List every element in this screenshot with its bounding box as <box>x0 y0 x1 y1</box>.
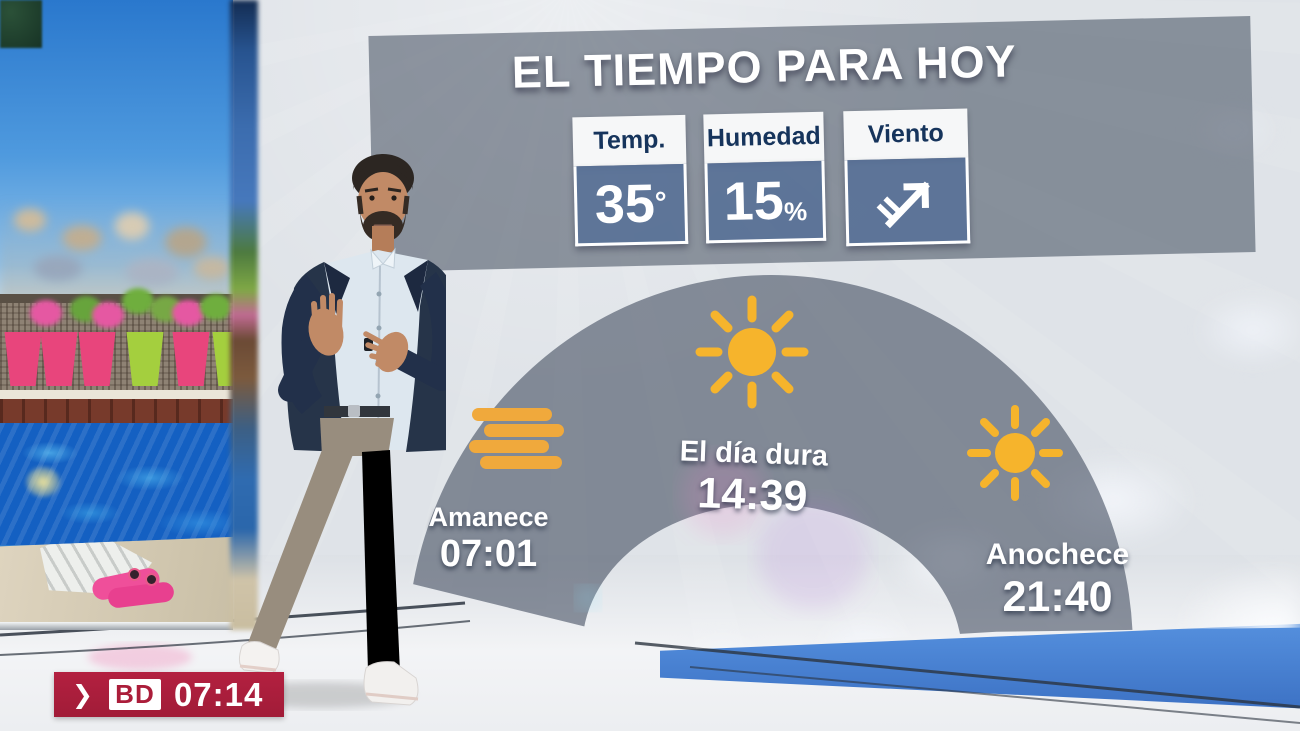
percent-unit: % <box>783 196 808 227</box>
terrace-video-wall <box>0 0 233 630</box>
metric-temperature: Temp. 35 ° <box>572 114 689 247</box>
metric-humidity-label: Humedad <box>703 111 825 164</box>
metric-humidity-value: 15% <box>704 160 827 244</box>
metric-humidity: Humedad 15% <box>703 111 827 244</box>
pink-flower-pot <box>172 332 210 386</box>
degree-unit: ° <box>654 185 668 220</box>
terrace-ledge <box>0 390 233 399</box>
green-plant <box>200 294 232 320</box>
belt-buckle <box>348 405 360 417</box>
sunglasses-lens <box>145 573 158 586</box>
sun-icon <box>967 405 1063 501</box>
broadcast-clock: 07:14 <box>173 675 264 713</box>
daylight-duration: El día dura 14:39 <box>647 434 860 524</box>
railing-top-bar <box>0 294 233 303</box>
channel-badge: BD <box>108 679 161 710</box>
sunrise-label: Amanece <box>428 502 549 532</box>
metric-wind: Viento <box>843 108 971 247</box>
pool-light-reflection <box>26 467 60 497</box>
lens-flare-dot <box>576 586 600 610</box>
wind-direction-ne-arrow-icon <box>876 180 930 228</box>
sunrise-time: 07:01 <box>439 533 538 576</box>
metric-wind-label: Viento <box>843 108 969 161</box>
metric-temperature-label: Temp. <box>572 114 687 167</box>
sunset: Anochece 21:40 <box>965 538 1150 622</box>
blazer-lapel <box>404 260 428 312</box>
sneaker <box>238 641 280 674</box>
metric-temperature-value: 35 ° <box>573 163 689 247</box>
sunset-time: 21:40 <box>1002 572 1113 621</box>
board-title: EL TIEMPO PARA HOY <box>511 35 1018 98</box>
corner-plant-patch <box>0 0 42 48</box>
pink-flowers <box>92 302 124 328</box>
blazer-lapel <box>324 262 350 314</box>
trouser-leg <box>362 450 400 672</box>
lens-flare-pink <box>681 453 765 537</box>
neck <box>372 226 394 252</box>
horizon-bars-icon <box>469 408 564 469</box>
pink-flower-pot <box>40 332 78 386</box>
channel-ticker: ❯ BD 07:14 <box>54 672 284 717</box>
green-flower-pot <box>126 332 164 386</box>
trouser-leg <box>246 450 354 654</box>
board-header-overlay: EL TIEMPO PARA HOY Temp. 35 ° Humedad 15%… <box>368 16 1256 272</box>
metric-wind-value <box>844 157 971 247</box>
day-arc-graphic <box>407 275 1134 651</box>
daylight-value: 14:39 <box>696 469 809 522</box>
lens-flare-violet <box>758 500 868 610</box>
flipflop-reflection <box>88 644 192 670</box>
pink-flowers <box>30 300 62 326</box>
trousers <box>320 418 394 456</box>
wood-deck-band <box>0 399 233 423</box>
weather-presenter <box>238 154 446 706</box>
day-arch <box>407 275 1134 651</box>
chevron-right-icon: ❯ <box>72 680 93 709</box>
sunglasses-lens <box>128 568 141 581</box>
eye <box>391 195 397 201</box>
blurred-city-skyline <box>0 150 233 310</box>
sunset-label: Anochece <box>985 538 1130 571</box>
pink-flower-pot <box>4 332 42 386</box>
green-flower-pot <box>212 332 233 386</box>
wall-bottom-trim <box>0 622 233 630</box>
pool-deck <box>0 536 233 630</box>
blurred-plants-strip <box>230 0 258 630</box>
green-plant <box>122 288 154 314</box>
pink-flower-pot <box>78 332 116 386</box>
sunrise: Amanece 07:01 <box>411 502 566 577</box>
sun-icon <box>695 295 809 409</box>
pink-flowers <box>172 300 204 326</box>
eye <box>369 195 375 201</box>
blazer-sleeve <box>420 272 446 388</box>
